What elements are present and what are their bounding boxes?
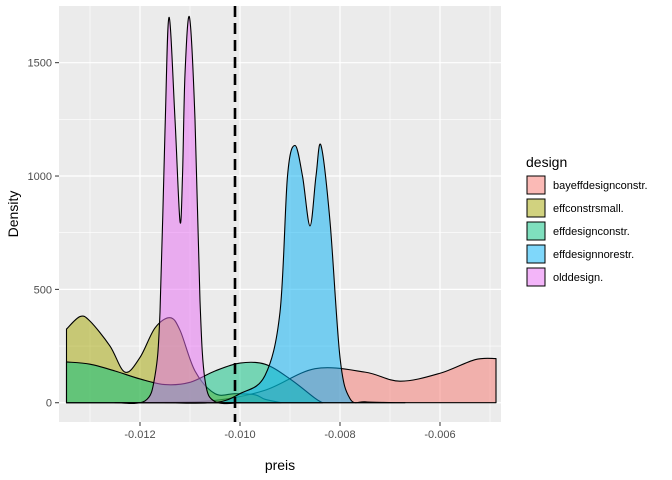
legend-label-bayeffdesignconstr: bayeffdesignconstr. [553,180,648,192]
legend-key-olddesign [526,267,546,287]
legend-label-effdesignnorestr: effdesignnorestr. [553,249,634,261]
y-tick-label: 0 [46,398,52,410]
y-axis: 0 500 1000 1500 [28,58,59,410]
legend-key-effconstrsmall [526,198,546,218]
legend-label-olddesign: olddesign. [553,272,603,284]
x-axis: -0.012 -0.010 -0.008 -0.006 [124,422,456,441]
x-axis-title: preis [265,457,295,473]
y-tick-label: 1000 [28,171,52,183]
density-areas [65,15,497,405]
density-area-effdesignnorestr [164,143,406,404]
y-axis-title: Density [5,191,21,238]
legend-label-effdesignconstr: effdesignconstr. [553,226,630,238]
y-tick-label: 1500 [28,58,52,70]
y-tick-label: 500 [34,284,52,296]
legend-key-bayeffdesignconstr [526,175,546,195]
legend: design bayeffdesignconstr. effconstrsmall… [526,154,648,287]
density-area-olddesign [114,15,241,405]
legend-title: design [526,154,567,170]
x-tick-label: -0.008 [324,429,355,441]
x-tick-label: -0.006 [424,429,455,441]
x-tick-label: -0.010 [224,429,255,441]
x-tick-label: -0.012 [124,429,155,441]
legend-key-effdesignnorestr [526,244,546,264]
legend-label-effconstrsmall: effconstrsmall. [553,203,624,215]
legend-key-effdesignconstr [526,221,546,241]
